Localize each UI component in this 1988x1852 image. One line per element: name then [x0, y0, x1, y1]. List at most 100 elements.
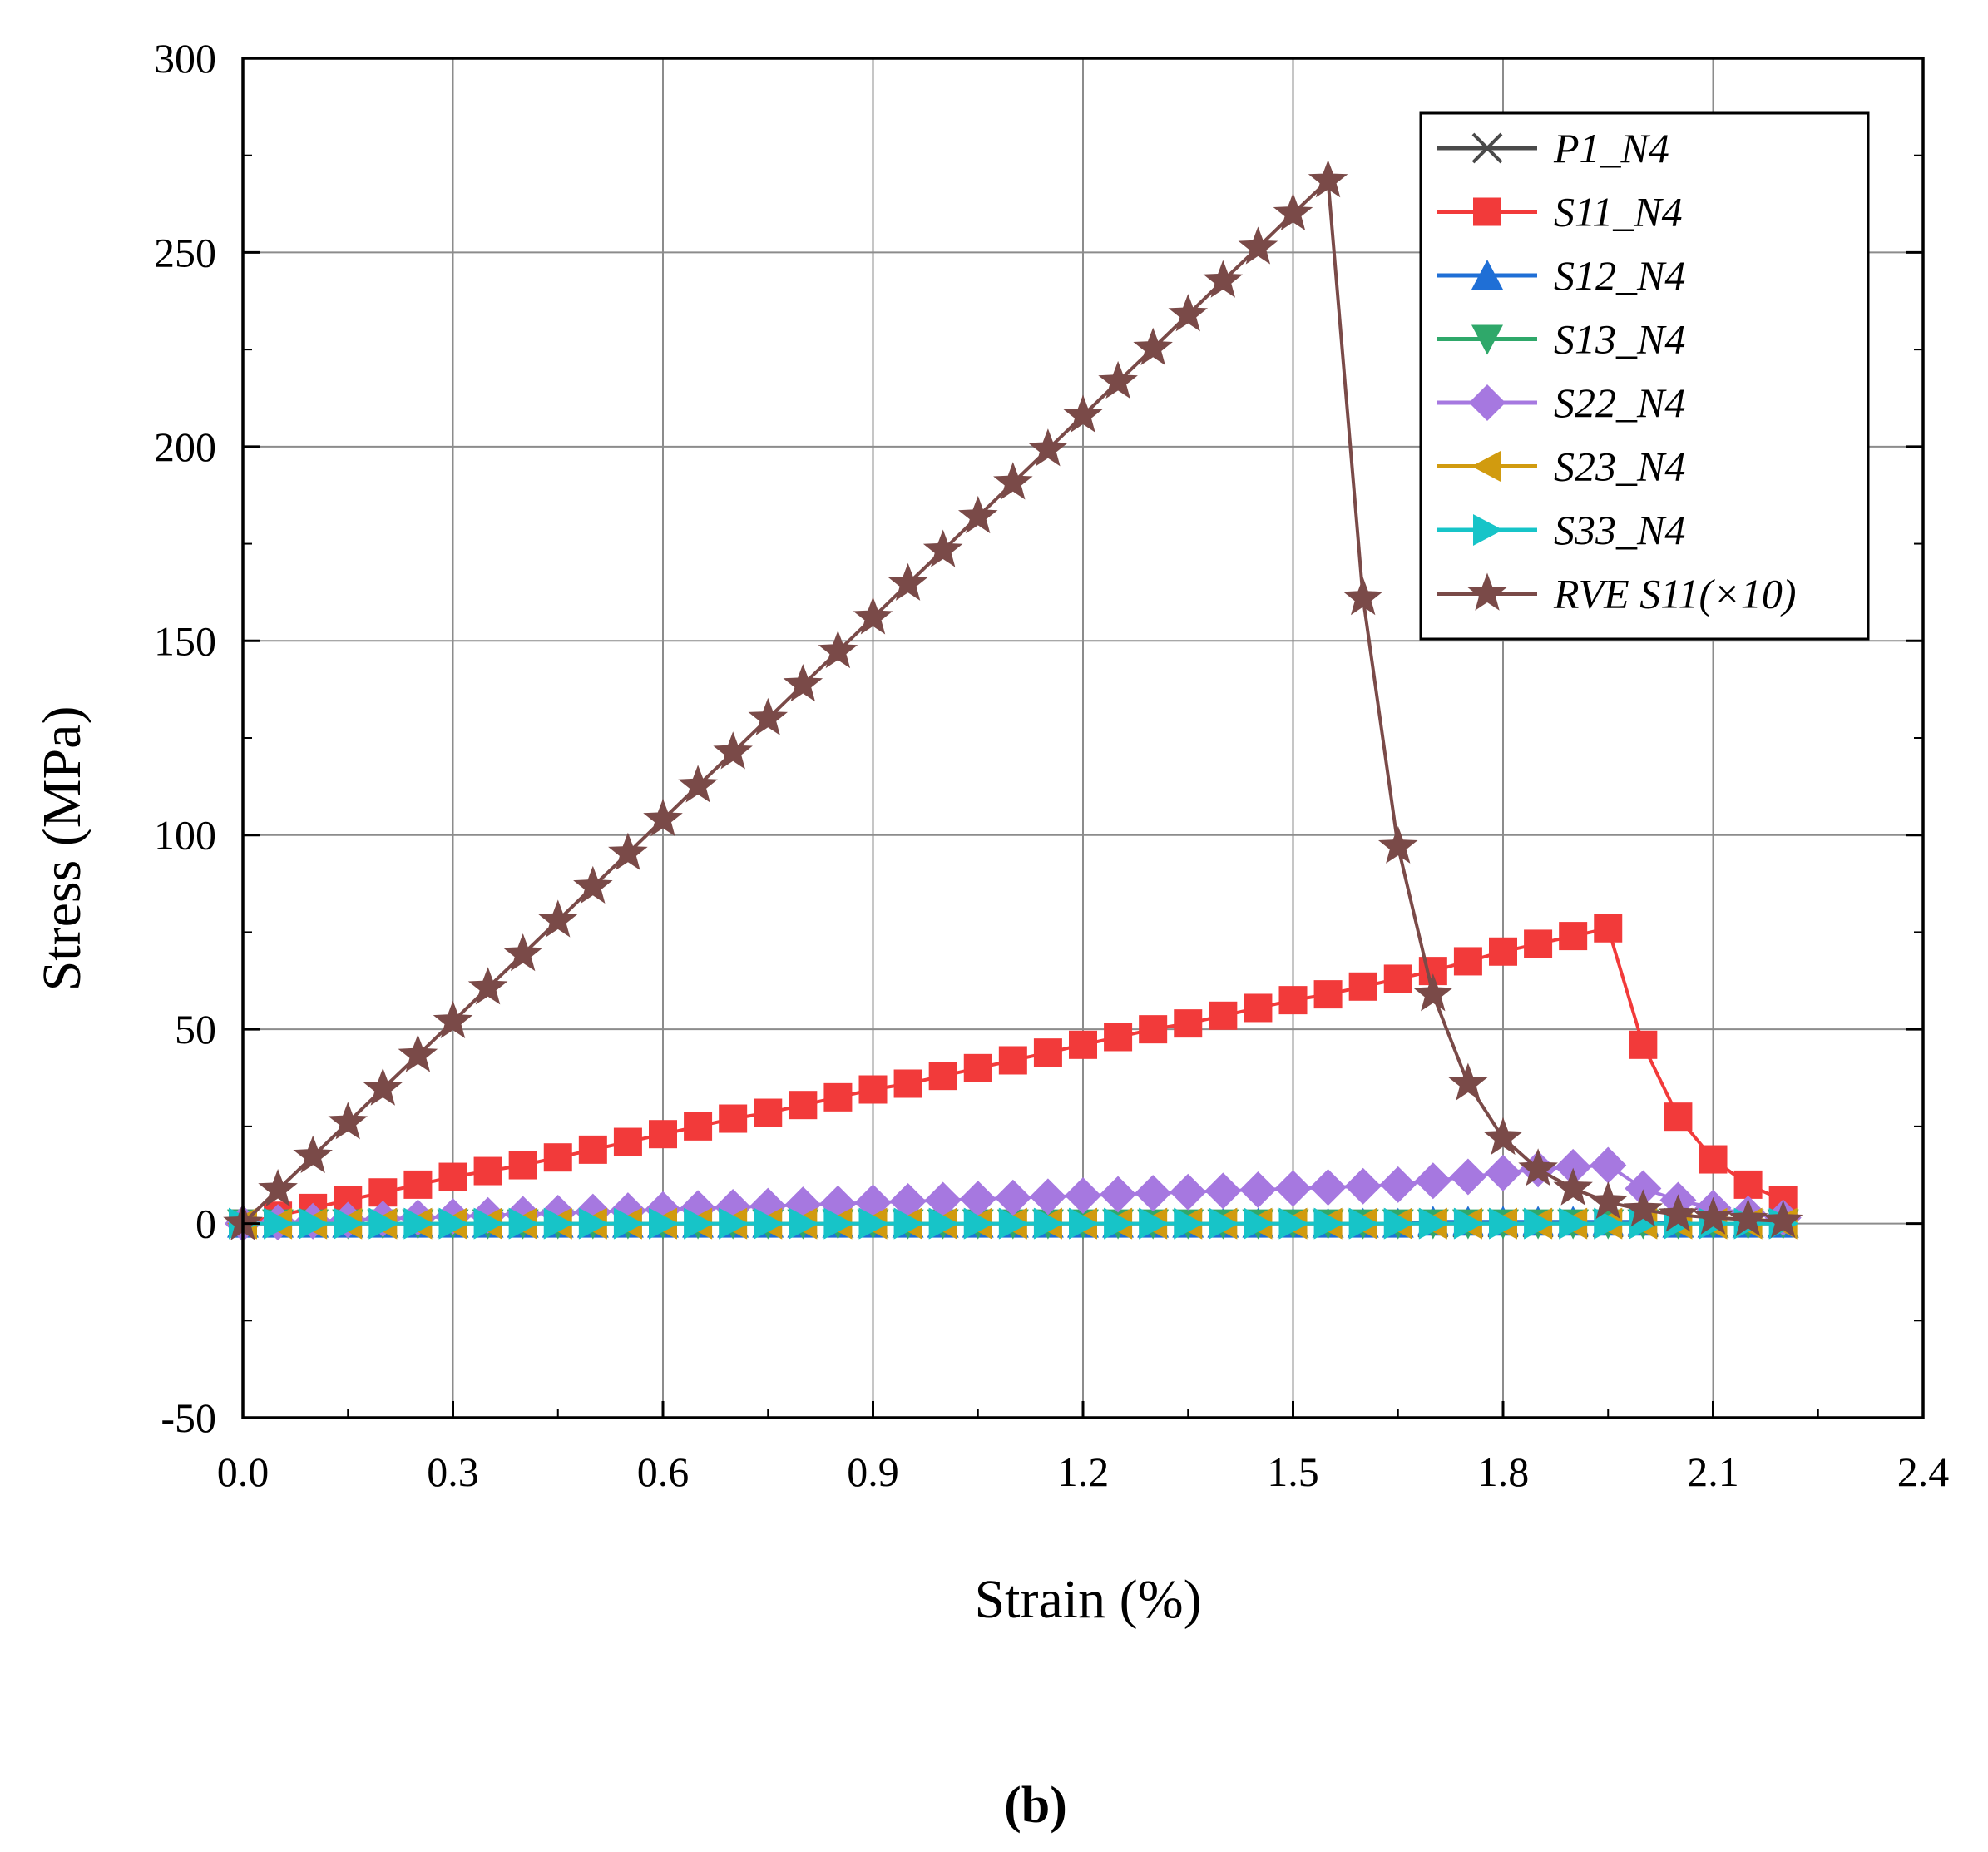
data-point-s22-n4	[1204, 1172, 1242, 1210]
x-tick-label: 0.0	[217, 1448, 270, 1495]
legend-item-s33-n4: S33_N4	[1437, 507, 1685, 553]
data-point-s33-n4	[1033, 1207, 1064, 1240]
data-point-s33-n4	[1139, 1207, 1170, 1240]
data-point-rve-s11-10	[783, 664, 823, 702]
y-tick-label: 50	[175, 1006, 216, 1052]
data-point-s11-n4	[1174, 1009, 1203, 1038]
data-point-s11-n4	[963, 1053, 992, 1082]
data-point-s11-n4	[1033, 1038, 1062, 1067]
data-point-s11-n4	[649, 1120, 677, 1149]
data-point-s11-n4	[1489, 937, 1517, 966]
data-point-s33-n4	[1174, 1207, 1204, 1240]
data-point-rve-s11-10	[608, 832, 648, 870]
data-point-s33-n4	[1348, 1207, 1379, 1240]
legend-item-s22-n4: S22_N4	[1437, 379, 1685, 426]
data-point-rve-s11-10	[1273, 192, 1313, 230]
x-tick-label: 1.2	[1057, 1448, 1110, 1495]
data-point-s33-n4	[823, 1207, 854, 1240]
x-tick-label: 0.9	[847, 1448, 899, 1495]
data-point-rve-s11-10	[1658, 1194, 1699, 1232]
data-point-s22-n4	[1239, 1171, 1277, 1208]
data-point-s11-n4	[1594, 914, 1623, 943]
data-point-s11-n4	[1383, 964, 1412, 993]
data-point-s33-n4	[508, 1207, 539, 1240]
data-point-s22-n4	[1135, 1175, 1172, 1212]
x-tick-label: 2.4	[1897, 1448, 1950, 1495]
x-tick-label: 1.8	[1477, 1448, 1530, 1495]
data-point-s33-n4	[1209, 1207, 1239, 1240]
y-axis-title: Stress (MPa)	[32, 706, 92, 992]
legend-marker-s12-n4	[1471, 260, 1503, 290]
data-point-s33-n4	[1453, 1207, 1484, 1240]
data-point-s33-n4	[998, 1207, 1029, 1240]
data-point-s11-n4	[1699, 1145, 1728, 1174]
data-point-s22-n4	[1485, 1154, 1521, 1191]
data-point-s11-n4	[1244, 993, 1273, 1023]
legend-label: S13_N4	[1554, 316, 1685, 363]
figure-caption: (b)	[1004, 1777, 1067, 1834]
data-point-rve-s11-10	[1763, 1200, 1803, 1238]
data-point-rve-s11-10	[993, 462, 1033, 500]
data-point-rve-s11-10	[1448, 1062, 1488, 1101]
data-point-s33-n4	[613, 1207, 644, 1240]
data-point-s22-n4	[1100, 1176, 1137, 1213]
data-point-s33-n4	[1244, 1207, 1274, 1240]
data-point-s11-n4	[508, 1151, 537, 1180]
data-point-s33-n4	[963, 1207, 994, 1240]
data-point-rve-s11-10	[678, 765, 718, 803]
data-point-s33-n4	[684, 1207, 715, 1240]
data-point-rve-s11-10	[433, 1000, 473, 1038]
legend-label: RVE S11(×10)	[1553, 571, 1797, 617]
data-point-rve-s11-10	[818, 630, 858, 669]
legend-item-s11-n4: S11_N4	[1437, 189, 1683, 235]
data-point-s11-n4	[684, 1112, 713, 1141]
data-point-s11-n4	[1453, 947, 1482, 976]
data-point-rve-s11-10	[1623, 1189, 1664, 1227]
legend-label: S12_N4	[1554, 252, 1685, 299]
x-axis-title: Strain (%)	[974, 1569, 1201, 1630]
data-point-rve-s11-10	[713, 731, 753, 770]
data-point-rve-s11-10	[538, 899, 578, 938]
data-point-s11-n4	[1348, 972, 1377, 1001]
legend-marker-s33-n4	[1473, 514, 1503, 546]
data-point-s33-n4	[543, 1207, 574, 1240]
data-point-s11-n4	[858, 1075, 888, 1104]
data-point-rve-s11-10	[1588, 1181, 1628, 1220]
data-point-rve-s11-10	[398, 1034, 438, 1072]
data-point-s11-n4	[893, 1069, 922, 1098]
data-point-rve-s11-10	[258, 1169, 298, 1207]
data-point-s22-n4	[924, 1181, 962, 1219]
data-point-rve-s11-10	[1343, 577, 1383, 616]
data-point-s22-n4	[1449, 1158, 1486, 1196]
data-point-s11-n4	[928, 1062, 957, 1091]
data-point-rve-s11-10	[1203, 260, 1244, 298]
data-point-s11-n4	[1104, 1023, 1133, 1052]
y-tick-label: 250	[154, 229, 216, 275]
data-point-s22-n4	[994, 1179, 1031, 1216]
data-point-rve-s11-10	[328, 1102, 368, 1140]
data-point-s33-n4	[719, 1207, 749, 1240]
data-point-s33-n4	[858, 1207, 889, 1240]
data-point-s33-n4	[1313, 1207, 1344, 1240]
data-point-s33-n4	[1524, 1207, 1555, 1240]
data-point-s11-n4	[1524, 929, 1553, 958]
data-point-rve-s11-10	[888, 562, 928, 601]
data-point-s33-n4	[754, 1207, 784, 1240]
data-point-s22-n4	[1170, 1173, 1207, 1211]
data-point-s33-n4	[438, 1207, 469, 1240]
data-point-s11-n4	[1559, 922, 1588, 951]
data-point-s22-n4	[1065, 1176, 1101, 1214]
data-point-s33-n4	[1559, 1207, 1590, 1240]
data-point-s11-n4	[998, 1046, 1027, 1075]
data-point-rve-s11-10	[1098, 360, 1138, 399]
legend-label: P1_N4	[1553, 125, 1669, 171]
data-point-s33-n4	[893, 1207, 924, 1240]
data-point-rve-s11-10	[1308, 160, 1348, 198]
data-point-s33-n4	[928, 1207, 959, 1240]
data-point-s22-n4	[1029, 1178, 1066, 1216]
data-point-s11-n4	[754, 1098, 783, 1127]
data-point-s22-n4	[1309, 1169, 1347, 1206]
data-point-rve-s11-10	[467, 967, 508, 1005]
data-point-rve-s11-10	[1413, 973, 1453, 1012]
